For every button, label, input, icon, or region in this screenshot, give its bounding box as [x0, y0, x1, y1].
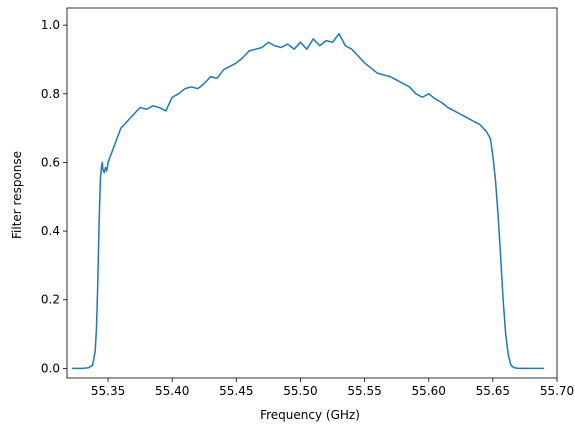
x-tick-label-4: 55.55 — [347, 384, 381, 398]
x-tick-label-6: 55.65 — [476, 384, 510, 398]
plot-frame — [66, 7, 558, 379]
x-tick-label-7: 55.70 — [540, 384, 574, 398]
y-tick-label-3: 0.6 — [41, 155, 60, 169]
x-axis-label: Frequency (GHz) — [260, 408, 360, 422]
x-tick-label-5: 55.60 — [412, 384, 446, 398]
x-tick-label-0: 55.35 — [91, 384, 125, 398]
series-line-0 — [72, 32, 545, 370]
y-axis-label: Filter response — [10, 151, 24, 239]
y-tick-label-4: 0.8 — [41, 87, 60, 101]
x-tick-label-1: 55.40 — [155, 384, 189, 398]
y-tick-label-1: 0.2 — [41, 293, 60, 307]
y-tick-label-5: 1.0 — [41, 18, 60, 32]
x-tick-label-2: 55.45 — [219, 384, 253, 398]
x-tick-label-3: 55.50 — [283, 384, 317, 398]
y-tick-label-0: 0.0 — [41, 361, 60, 375]
y-tick-label-2: 0.4 — [41, 224, 60, 238]
